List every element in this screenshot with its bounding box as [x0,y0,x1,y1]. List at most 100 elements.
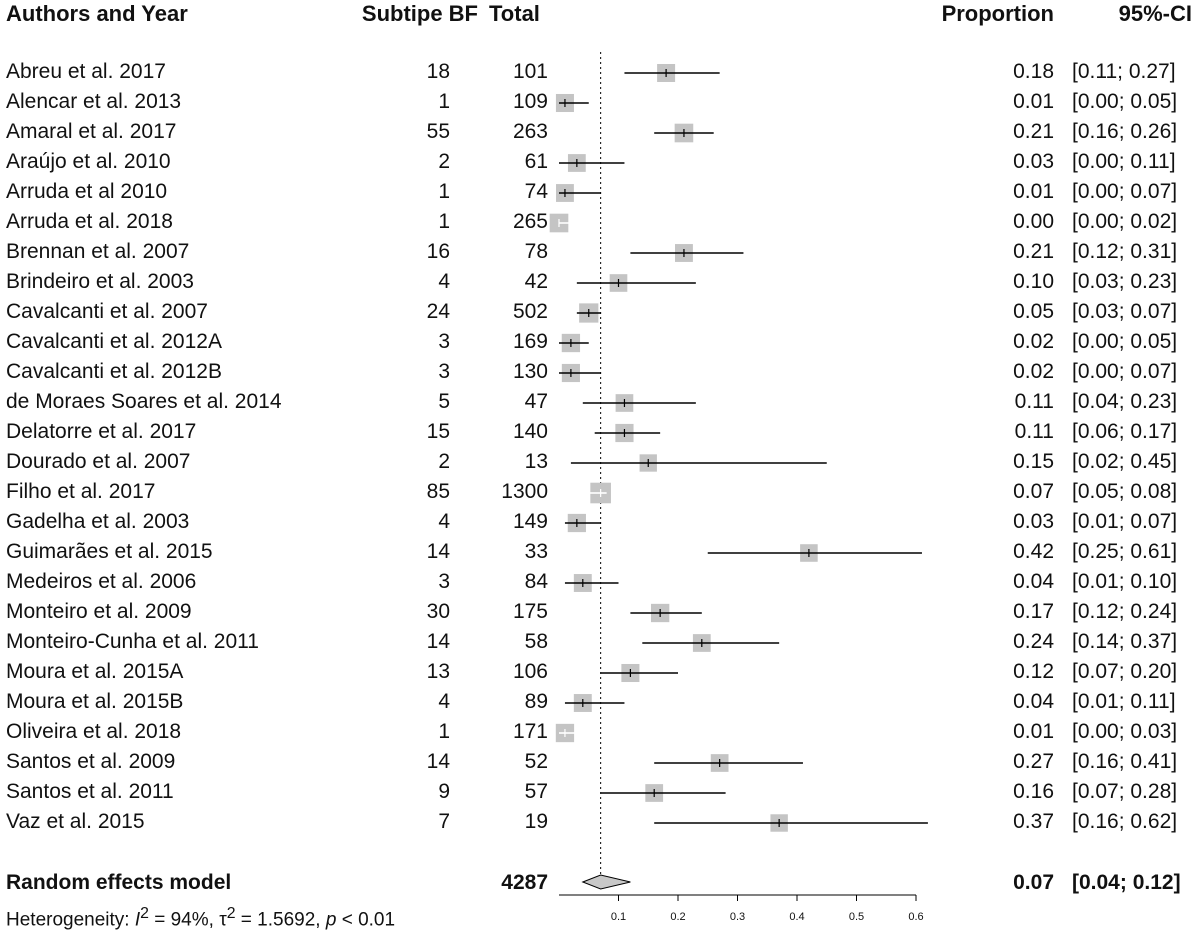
study-proportion: 0.04 [1013,690,1054,713]
study-total: 57 [524,780,548,803]
study-row: Moura et al. 2015B 4 89 0.04 [0.01; 0.11] [0,687,1200,717]
study-events: 3 [438,330,450,353]
study-name: Moura et al. 2015A [6,660,184,683]
study-events: 4 [438,270,450,293]
study-total: 263 [512,120,548,143]
summary-ci: [0.04; 0.12] [1072,871,1181,894]
study-name: Santos et al. 2011 [6,780,174,803]
study-proportion: 0.37 [1013,810,1054,833]
study-ci: [0.00; 0.07] [1072,180,1178,203]
study-name: Medeiros et al. 2006 [6,570,197,593]
study-total: 175 [512,600,548,623]
study-name: Vaz et al. 2015 [6,810,145,833]
study-proportion: 0.07 [1013,480,1054,503]
study-total: 74 [524,180,548,203]
summary-row: Random effects model 4287 0.07 [0.04; 0.… [0,868,1200,898]
summary-total: 4287 [501,871,548,894]
study-proportion: 0.04 [1013,570,1054,593]
study-ci: [0.11; 0.27] [1072,60,1176,83]
study-ci: [0.01; 0.10] [1072,570,1178,593]
study-row: Araújo et al. 2010 2 61 0.03 [0.00; 0.11] [0,147,1200,177]
study-events: 55 [426,120,450,143]
study-total: 169 [512,330,548,353]
study-name: Filho et al. 2017 [6,480,156,503]
x-tick-label: 0.3 [730,911,745,923]
study-ci: [0.00; 0.05] [1072,330,1178,353]
study-events: 4 [438,690,450,713]
study-total: 19 [524,810,548,833]
study-ci: [0.00; 0.05] [1072,90,1178,113]
study-ci: [0.04; 0.23] [1072,390,1178,413]
study-proportion: 0.02 [1013,330,1054,353]
study-events: 15 [426,420,450,443]
study-events: 1 [438,720,450,743]
study-row: Filho et al. 2017 85 1300 0.07 [0.05; 0.08] [0,477,1200,507]
study-row: Santos et al. 2009 14 52 0.27 [0.16; 0.41] [0,747,1200,777]
study-events: 13 [426,660,450,683]
summary-proportion: 0.07 [1013,871,1054,894]
study-proportion: 0.10 [1013,270,1054,293]
study-row: Vaz et al. 2015 7 19 0.37 [0.16; 0.62] [0,807,1200,837]
summary-diamond [581,874,631,890]
study-events: 2 [438,450,450,473]
study-proportion: 0.01 [1013,720,1054,743]
study-proportion: 0.01 [1013,180,1054,203]
study-ci: [0.06; 0.17] [1072,420,1178,443]
study-name: Cavalcanti et al. 2012B [6,360,222,383]
study-total: 502 [512,300,548,323]
study-total: 265 [512,210,548,233]
study-total: 106 [512,660,548,683]
study-total: 89 [524,690,548,713]
study-row: Amaral et al. 2017 55 263 0.21 [0.16; 0.26] [0,117,1200,147]
study-name: Araújo et al. 2010 [6,150,171,173]
study-total: 1300 [501,480,548,503]
study-proportion: 0.03 [1013,150,1054,173]
study-events: 18 [426,60,450,83]
study-ci: [0.16; 0.41] [1072,750,1178,773]
study-name: Arruda et al 2010 [6,180,168,203]
study-row: Santos et al. 2011 9 57 0.16 [0.07; 0.28] [0,777,1200,807]
study-proportion: 0.15 [1013,450,1054,473]
study-proportion: 0.11 [1014,390,1054,413]
study-ci: [0.07; 0.28] [1072,780,1178,803]
study-total: 109 [512,90,548,113]
study-total: 61 [524,150,548,173]
study-proportion: 0.00 [1013,210,1054,233]
study-name: Cavalcanti et al. 2012A [6,330,222,353]
header-proportion: Proportion [941,1,1054,26]
study-row: Cavalcanti et al. 2007 24 502 0.05 [0.03; 0.… [0,297,1200,327]
study-proportion: 0.02 [1013,360,1054,383]
study-row: Monteiro et al. 2009 30 175 0.17 [0.12; 0.24… [0,597,1200,627]
study-proportion: 0.17 [1013,600,1054,623]
study-row: Moura et al. 2015A 13 106 0.12 [0.07; 0.20] [0,657,1200,687]
header-events: Subtipe BF [361,1,478,26]
study-row: Brindeiro et al. 2003 4 42 0.10 [0.03; 0.23] [0,267,1200,297]
study-proportion: 0.03 [1013,510,1054,533]
study-name: de Moraes Soares et al. 2014 [6,390,282,413]
header-ci: 95%-CI [1118,1,1192,26]
study-ci: [0.00; 0.11] [1072,150,1176,173]
study-row: de Moraes Soares et al. 2014 5 47 0.11 [0.04… [0,387,1200,417]
study-total: 101 [512,60,548,83]
summary-label: Random effects model [6,871,232,894]
x-tick-label: 0.4 [789,911,804,923]
study-proportion: 0.18 [1013,60,1054,83]
study-total: 140 [512,420,548,443]
x-tick-label: 0.2 [670,911,685,923]
study-events: 3 [438,570,450,593]
study-name: Santos et al. 2009 [6,750,176,773]
study-ci: [0.02; 0.45] [1072,450,1178,473]
study-total: 78 [524,240,548,263]
study-name: Monteiro et al. 2009 [6,600,192,623]
study-row: Dourado et al. 2007 2 13 0.15 [0.02; 0.45] [0,447,1200,477]
study-name: Monteiro-Cunha et al. 2011 [6,630,259,653]
study-row: Cavalcanti et al. 2012B 3 130 0.02 [0.00; 0.… [0,357,1200,387]
study-events: 30 [426,600,450,623]
study-events: 1 [438,210,450,233]
study-row: Brennan et al. 2007 16 78 0.21 [0.12; 0.31] [0,237,1200,267]
study-proportion: 0.21 [1013,240,1054,263]
x-tick-label: 0.5 [849,911,864,923]
study-total: 130 [512,360,548,383]
study-total: 13 [524,450,548,473]
